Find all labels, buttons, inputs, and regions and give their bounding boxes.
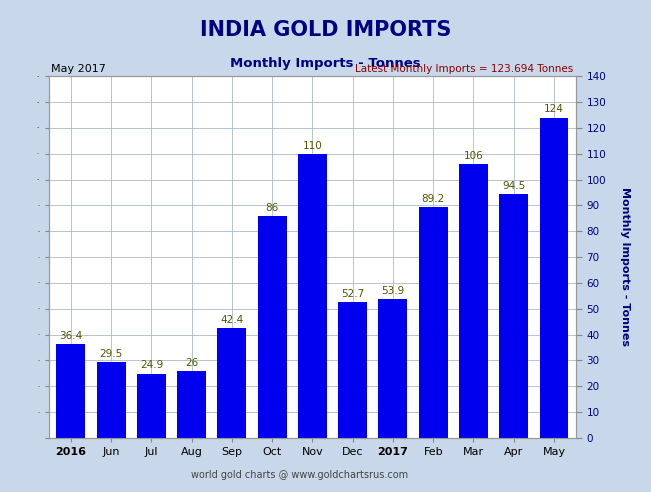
Text: 26: 26 xyxy=(185,358,199,368)
Text: 106: 106 xyxy=(464,151,483,161)
Text: Monthly Imports - Tonnes: Monthly Imports - Tonnes xyxy=(620,187,630,346)
Text: 89.2: 89.2 xyxy=(422,194,445,204)
Bar xyxy=(459,164,488,438)
Text: 52.7: 52.7 xyxy=(341,289,365,299)
Text: 24.9: 24.9 xyxy=(140,361,163,370)
Bar xyxy=(339,302,367,438)
Text: 53.9: 53.9 xyxy=(381,285,405,296)
Bar xyxy=(177,371,206,438)
Bar xyxy=(137,373,166,438)
Text: 124: 124 xyxy=(544,104,564,115)
Text: 29.5: 29.5 xyxy=(100,348,123,359)
Text: Latest Monthly Imports = 123.694 Tonnes: Latest Monthly Imports = 123.694 Tonnes xyxy=(355,64,574,74)
Bar xyxy=(298,154,327,438)
Bar xyxy=(258,215,286,438)
Text: 42.4: 42.4 xyxy=(220,315,243,325)
Text: May 2017: May 2017 xyxy=(51,64,106,74)
Text: INDIA GOLD IMPORTS: INDIA GOLD IMPORTS xyxy=(200,20,451,39)
Bar xyxy=(419,208,448,438)
Text: 86: 86 xyxy=(266,203,279,213)
Bar xyxy=(378,299,408,438)
Text: 36.4: 36.4 xyxy=(59,331,83,341)
Bar xyxy=(499,194,528,438)
Text: 94.5: 94.5 xyxy=(502,181,525,191)
Text: 110: 110 xyxy=(303,141,322,151)
Bar xyxy=(97,362,126,438)
Bar xyxy=(540,118,568,438)
Text: world gold charts @ www.goldchartsrus.com: world gold charts @ www.goldchartsrus.co… xyxy=(191,470,408,480)
Text: Monthly Imports - Tonnes: Monthly Imports - Tonnes xyxy=(230,58,421,70)
Bar xyxy=(57,344,85,438)
Bar xyxy=(217,328,247,438)
